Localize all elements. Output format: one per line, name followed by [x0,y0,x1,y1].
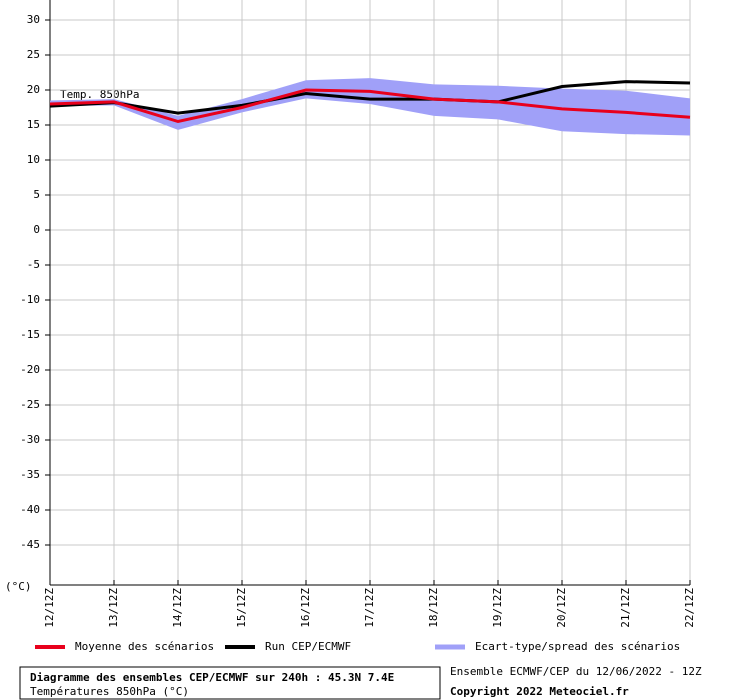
chart-title: Diagramme des ensembles CEP/ECMWF sur 24… [30,671,394,684]
y-tick-label: 5 [33,188,40,201]
x-tick-label: 14/12Z [171,588,184,628]
y-tick-label: 20 [27,83,40,96]
y-tick-label: -25 [20,398,40,411]
copyright: Copyright 2022 Meteociel.fr [450,685,629,698]
spread-band [50,78,690,136]
x-tick-label: 13/12Z [107,588,120,628]
y-tick-label: 15 [27,118,40,131]
x-tick-label: 16/12Z [299,588,312,628]
x-tick-label: 12/12Z [43,588,56,628]
series-line [49,88,691,124]
y-tick-label: 30 [27,13,40,26]
y-tick-label: -15 [20,328,40,341]
x-tick-label: 15/12Z [235,588,248,628]
x-tick-label: 20/12Z [555,588,568,628]
x-tick-label: 19/12Z [491,588,504,628]
x-tick-label: 17/12Z [363,588,376,628]
y-tick-label: -20 [20,363,40,376]
y-tick-label: -45 [20,538,40,551]
y-tick-label: 25 [27,48,40,61]
subtitle: Températures 850hPa (°C) [30,685,189,698]
series-line [49,80,691,115]
x-tick-label: 22/12Z [683,588,696,628]
y-tick-label: -30 [20,433,40,446]
y-tick-label: -10 [20,293,40,306]
x-tick-label: 21/12Z [619,588,632,628]
y-unit: (°C) [5,580,32,593]
y-tick-label: -40 [20,503,40,516]
annotation: Temp. 850hPa [60,88,139,101]
legend-label: Ecart-type/spread des scénarios [475,640,680,653]
run-info: Ensemble ECMWF/CEP du 12/06/2022 - 12Z [450,665,702,678]
legend-label: Moyenne des scénarios [75,640,214,653]
y-tick-label: 10 [27,153,40,166]
legend-label: Run CEP/ECMWF [265,640,351,653]
x-tick-label: 18/12Z [427,588,440,628]
y-tick-label: 0 [33,223,40,236]
y-tick-label: -5 [27,258,40,271]
title-box [19,666,441,700]
y-tick-label: -35 [20,468,40,481]
